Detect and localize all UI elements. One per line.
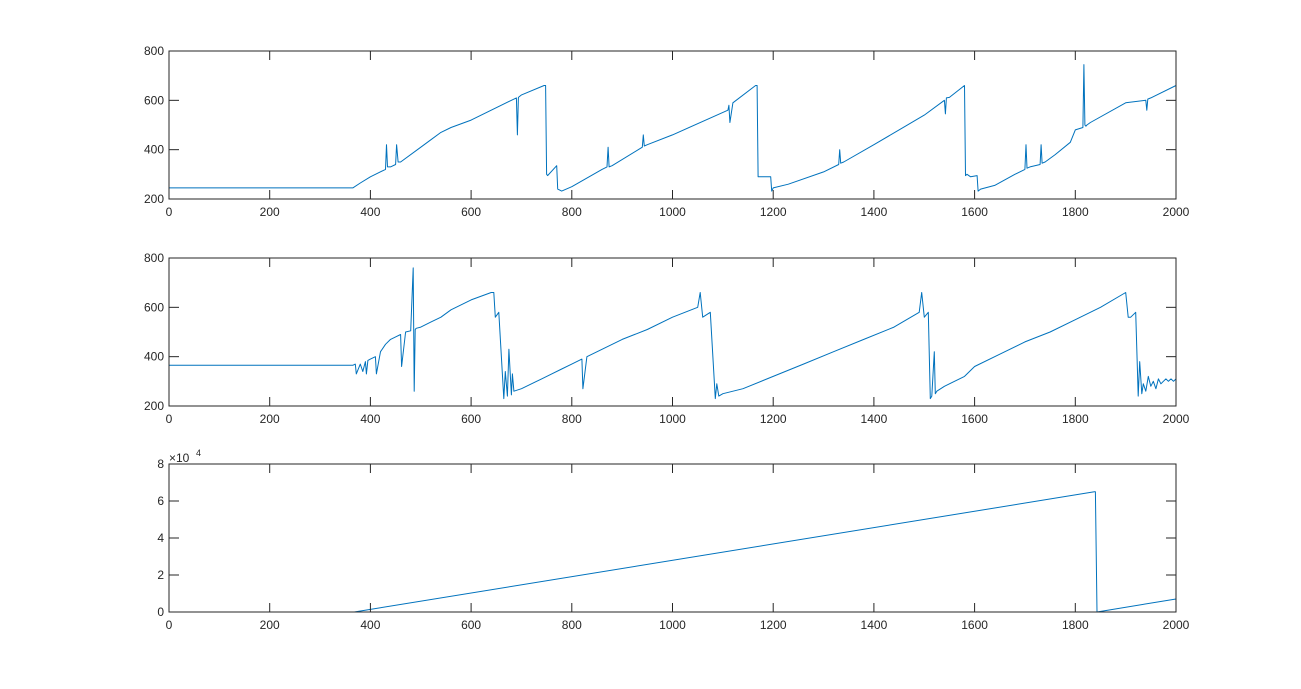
bottom-axes: ×10 4 0 200 400 600 800 1000 1200 1400 1600 1800 2… — [157, 448, 1189, 632]
x-tick-label: 0 — [166, 205, 173, 219]
x-tick-label: 2000 — [1163, 205, 1190, 219]
axes-box — [168, 50, 1177, 200]
x-tick-label: 1000 — [659, 412, 686, 426]
x-tick-label: 1400 — [861, 618, 888, 632]
y-tick-label: 800 — [144, 44, 164, 58]
y-tick-label: 800 — [144, 251, 164, 265]
y-tick-label: 600 — [144, 93, 164, 107]
x-tick-label: 1000 — [659, 618, 686, 632]
y-tick-label: 4 — [157, 531, 164, 545]
middle-axes: 0 200 400 600 800 1000 1200 1400 1600 1800 2000200… — [144, 251, 1190, 426]
x-tick-label: 1200 — [760, 412, 787, 426]
x-tick-label: 400 — [360, 205, 380, 219]
y-tick-label: 600 — [144, 300, 164, 314]
x-tick-label: 600 — [461, 412, 481, 426]
x-tick-label: 1600 — [961, 205, 988, 219]
y-tick-label: 400 — [144, 143, 164, 157]
x-tick-label: 1800 — [1062, 412, 1089, 426]
y-tick-label: 400 — [144, 350, 164, 364]
x-tick-label: 600 — [461, 618, 481, 632]
x-tick-label: 200 — [260, 205, 280, 219]
top-axes: 0 200 400 600 800 1000 1200 1400 1600 1800 2000200… — [144, 44, 1190, 219]
x-tick-label: 1600 — [961, 618, 988, 632]
axes-box — [168, 463, 1177, 613]
x-tick-label: 1400 — [861, 205, 888, 219]
x-tick-label: 800 — [562, 205, 582, 219]
axes-box — [168, 257, 1177, 407]
series-line-0 — [169, 491, 1177, 613]
x-tick-label: 2000 — [1163, 618, 1190, 632]
series-line-0 — [169, 267, 1177, 400]
x-tick-label: 800 — [562, 412, 582, 426]
y-tick-label: 8 — [157, 457, 164, 471]
x-tick-label: 800 — [562, 618, 582, 632]
x-tick-label: 1200 — [760, 205, 787, 219]
x-tick-label: 200 — [260, 412, 280, 426]
x-tick-label: 2000 — [1163, 412, 1190, 426]
y-exponent-base: ×10 — [169, 451, 190, 465]
x-tick-label: 1800 — [1062, 618, 1089, 632]
series-line-0 — [169, 64, 1177, 192]
x-tick-label: 200 — [260, 618, 280, 632]
x-tick-label: 1800 — [1062, 205, 1089, 219]
x-tick-label: 1000 — [659, 205, 686, 219]
x-tick-label: 1400 — [861, 412, 888, 426]
y-tick-label: 2 — [157, 568, 164, 582]
x-tick-label: 0 — [166, 618, 173, 632]
y-exponent-power: 4 — [196, 448, 201, 458]
x-tick-label: 400 — [360, 412, 380, 426]
x-tick-label: 1600 — [961, 412, 988, 426]
y-tick-label: 0 — [157, 605, 164, 619]
y-tick-label: 200 — [144, 192, 164, 206]
x-tick-label: 1200 — [760, 618, 787, 632]
x-tick-label: 600 — [461, 205, 481, 219]
y-tick-label: 6 — [157, 494, 164, 508]
y-tick-label: 200 — [144, 399, 164, 413]
x-tick-label: 0 — [166, 412, 173, 426]
x-tick-label: 400 — [360, 618, 380, 632]
